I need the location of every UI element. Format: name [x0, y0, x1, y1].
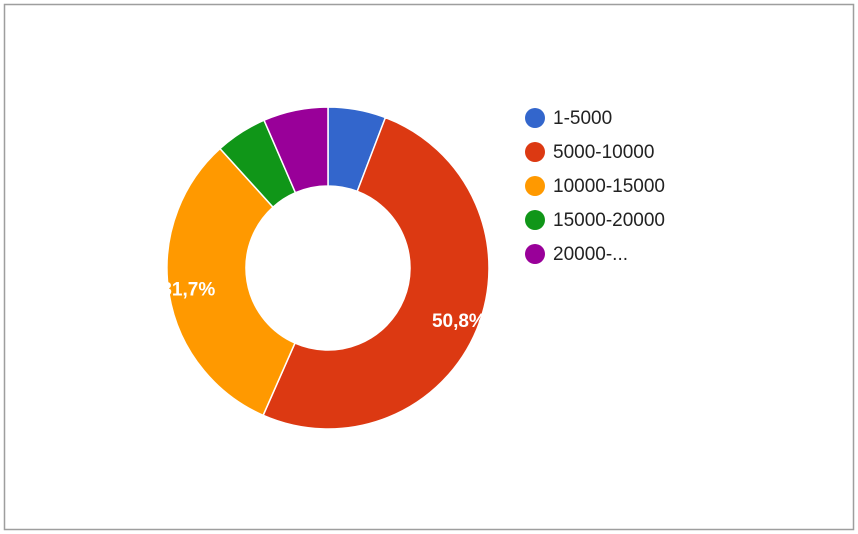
legend-swatch	[525, 244, 545, 264]
legend-label: 5000-10000	[553, 142, 654, 163]
legend-label: 10000-15000	[553, 176, 665, 197]
data-label: 31,7%	[161, 280, 215, 301]
legend-label: 20000-...	[553, 244, 628, 265]
slice	[166, 147, 296, 417]
legend-swatch	[525, 210, 545, 230]
legend-swatch	[525, 108, 545, 128]
legend-label: 15000-20000	[553, 210, 665, 231]
legend-swatch	[525, 176, 545, 196]
data-label: 50,8%	[432, 311, 486, 332]
legend-label: 1-5000	[553, 108, 612, 129]
slice	[263, 106, 329, 194]
legend-swatch	[525, 142, 545, 162]
slice	[262, 116, 490, 430]
